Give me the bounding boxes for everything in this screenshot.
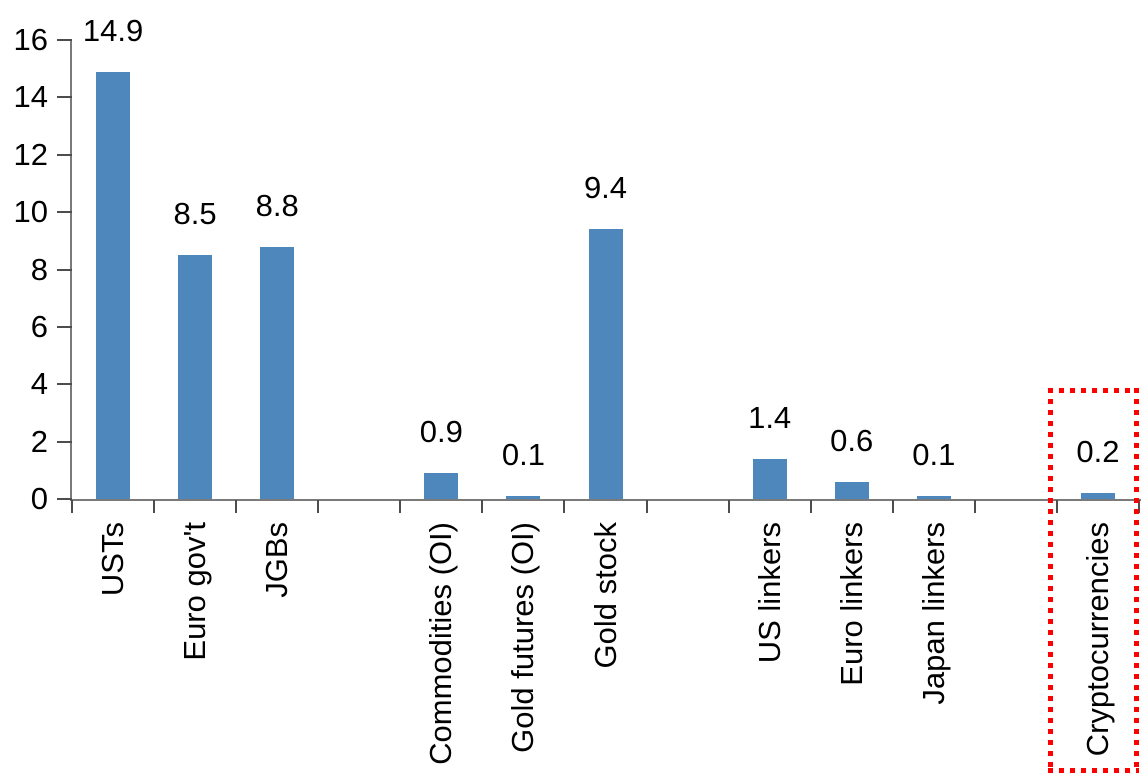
bar-value-label: 0.9	[419, 414, 463, 450]
x-tick	[973, 500, 976, 513]
highlight-box-edge	[1048, 388, 1139, 393]
x-tick	[481, 500, 484, 513]
y-tick	[57, 211, 72, 214]
category-label: Japan linkers	[915, 522, 951, 705]
x-tick	[317, 500, 320, 513]
category-label: US linkers	[751, 522, 787, 664]
bar	[752, 458, 787, 499]
category-label: USTs	[95, 522, 131, 597]
highlight-box-edge	[1134, 388, 1139, 773]
category-label: Gold stock	[587, 522, 623, 669]
bar-value-label: 0.1	[912, 437, 956, 473]
x-tick	[809, 500, 812, 513]
y-tick	[57, 498, 72, 500]
bar	[260, 246, 295, 499]
bar	[96, 71, 131, 499]
x-tick	[727, 500, 730, 513]
y-tick-label: 8	[30, 251, 48, 287]
bar	[588, 229, 623, 499]
bar-value-label: 9.4	[583, 170, 628, 206]
y-tick-label: 16	[13, 22, 48, 57]
y-tick-label: 12	[13, 136, 48, 172]
x-tick	[891, 500, 894, 513]
bar	[916, 496, 951, 499]
x-tick	[1138, 500, 1140, 513]
x-tick	[71, 500, 73, 513]
y-tick	[57, 153, 72, 156]
bar-value-label: 8.5	[173, 196, 217, 232]
category-label: Euro linkers	[833, 522, 869, 686]
category-label: Commodities (OI)	[423, 522, 459, 765]
x-tick	[399, 500, 402, 513]
y-tick-label: 6	[30, 308, 48, 344]
y-tick-label: 14	[13, 79, 48, 115]
y-tick	[57, 96, 72, 99]
bar	[834, 481, 869, 499]
highlight-box-edge	[1048, 388, 1053, 773]
bar-value-label: 1.4	[748, 399, 792, 435]
bar	[1080, 493, 1115, 499]
bar-value-label: 0.1	[501, 437, 545, 473]
category-label: JGBs	[259, 522, 295, 598]
y-tick-label: 4	[30, 366, 48, 402]
y-tick-label: 2	[30, 423, 48, 459]
bar-value-label: 8.8	[255, 187, 299, 223]
x-tick	[235, 500, 238, 513]
bar-value-label: 0.6	[830, 422, 874, 458]
y-axis-line	[70, 40, 72, 501]
bar-value-label: 14.9	[82, 12, 144, 48]
highlight-box	[1048, 388, 1139, 773]
x-tick	[645, 500, 648, 513]
y-tick	[57, 325, 72, 328]
bar-value-label: 0.2	[1076, 434, 1120, 470]
bar	[424, 473, 459, 499]
category-label: Gold futures (OI)	[505, 522, 541, 753]
y-tick	[57, 268, 72, 271]
bar	[178, 255, 213, 499]
y-tick-label: 0	[30, 481, 48, 516]
x-tick	[153, 500, 156, 513]
y-tick	[57, 383, 72, 386]
x-tick	[563, 500, 566, 513]
y-tick	[57, 440, 72, 443]
x-tick	[1055, 500, 1058, 513]
x-axis-line	[70, 499, 1141, 501]
highlight-box-edge	[1048, 768, 1139, 773]
category-label: Euro gov't	[177, 522, 213, 661]
bar	[506, 496, 541, 499]
y-tick-label: 10	[13, 194, 48, 230]
y-tick	[57, 39, 72, 41]
